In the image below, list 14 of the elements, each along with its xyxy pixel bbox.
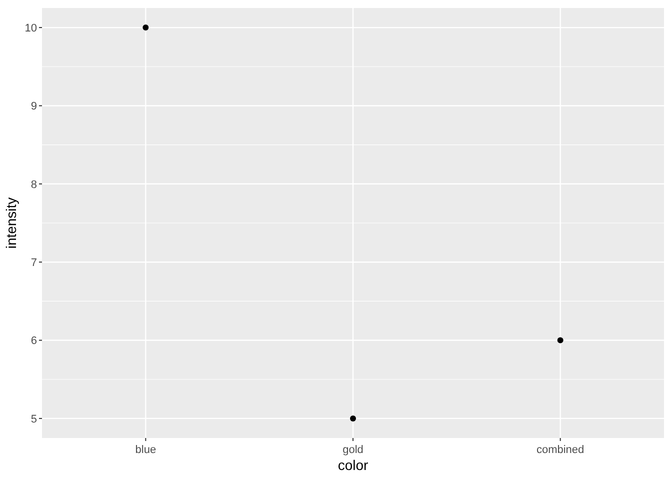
point — [350, 415, 356, 422]
y-tick-label: 8 — [30, 178, 37, 191]
y-tick-label: 6 — [30, 335, 37, 348]
y-tick-label: 10 — [24, 22, 37, 34]
y-tick-label: 9 — [30, 100, 37, 113]
x-tick-label: blue — [135, 444, 156, 456]
x-tick-label: combined — [536, 444, 584, 456]
y-tick-label: 5 — [30, 413, 37, 426]
point — [142, 24, 149, 31]
x-tick-label: gold — [342, 444, 364, 456]
point — [557, 337, 564, 344]
y-tick-label: 7 — [30, 256, 37, 269]
x-axis-title: color — [338, 457, 369, 473]
y-axis-title: intensity — [3, 197, 19, 249]
